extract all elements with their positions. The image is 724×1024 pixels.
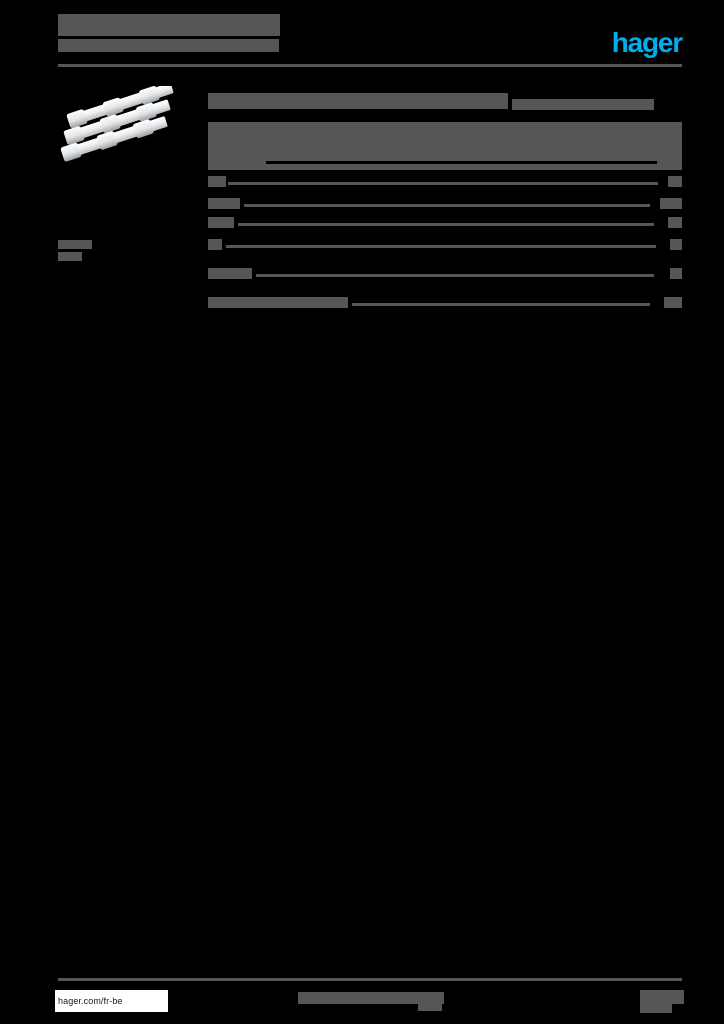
spec-row [208, 297, 682, 310]
hager-logo[interactable]: hager [590, 27, 683, 58]
spec-table-block [208, 122, 682, 170]
page-title-text [58, 14, 280, 36]
spec-row-leader [352, 303, 650, 306]
footer-right-secondary-text [640, 1004, 672, 1013]
spec-row-leader [256, 274, 654, 277]
spec-row [208, 239, 682, 252]
product-photo-illustration [60, 86, 174, 162]
spec-row-list [208, 176, 682, 310]
spec-row-value [668, 176, 682, 187]
spec-table-inner-divider [266, 161, 657, 164]
footer-divider [58, 978, 682, 981]
left-meta-line-2 [58, 252, 82, 261]
page-header: hager [58, 14, 683, 70]
footer-center-secondary-text [418, 1002, 442, 1011]
spec-row-leader [238, 223, 654, 226]
spec-row-label [208, 239, 222, 250]
footer-website-url[interactable]: hager.com/fr-be [55, 990, 168, 1012]
left-meta-line-1 [58, 240, 92, 249]
product-photo [58, 86, 198, 174]
spec-row [208, 176, 682, 189]
spec-row-leader [228, 182, 658, 185]
hager-logo-text: hager [611, 27, 683, 58]
spec-row-leader [226, 245, 656, 248]
spec-row-value [670, 239, 682, 250]
footer-right-text [640, 990, 684, 1004]
page-footer: hager.com/fr-be [0, 978, 724, 1024]
spec-row-value [668, 217, 682, 228]
spec-row-value [670, 268, 682, 279]
header-divider [58, 64, 682, 67]
spec-row-label [208, 297, 348, 308]
spec-row-label [208, 198, 240, 209]
main-content [208, 86, 682, 310]
section-subheading [512, 99, 655, 110]
spec-row-label [208, 217, 234, 228]
spec-row-value [664, 297, 682, 308]
spec-row-label [208, 268, 252, 279]
spec-row [208, 217, 682, 230]
left-meta-block [58, 240, 118, 261]
spec-row [208, 198, 682, 211]
section-heading [208, 93, 508, 109]
page-subtitle-text [116, 39, 279, 52]
footer-center-text [298, 992, 444, 1004]
spec-row-value [660, 198, 682, 209]
spec-row-leader [244, 204, 650, 207]
spec-row [208, 268, 682, 281]
spec-row-label [208, 176, 226, 187]
